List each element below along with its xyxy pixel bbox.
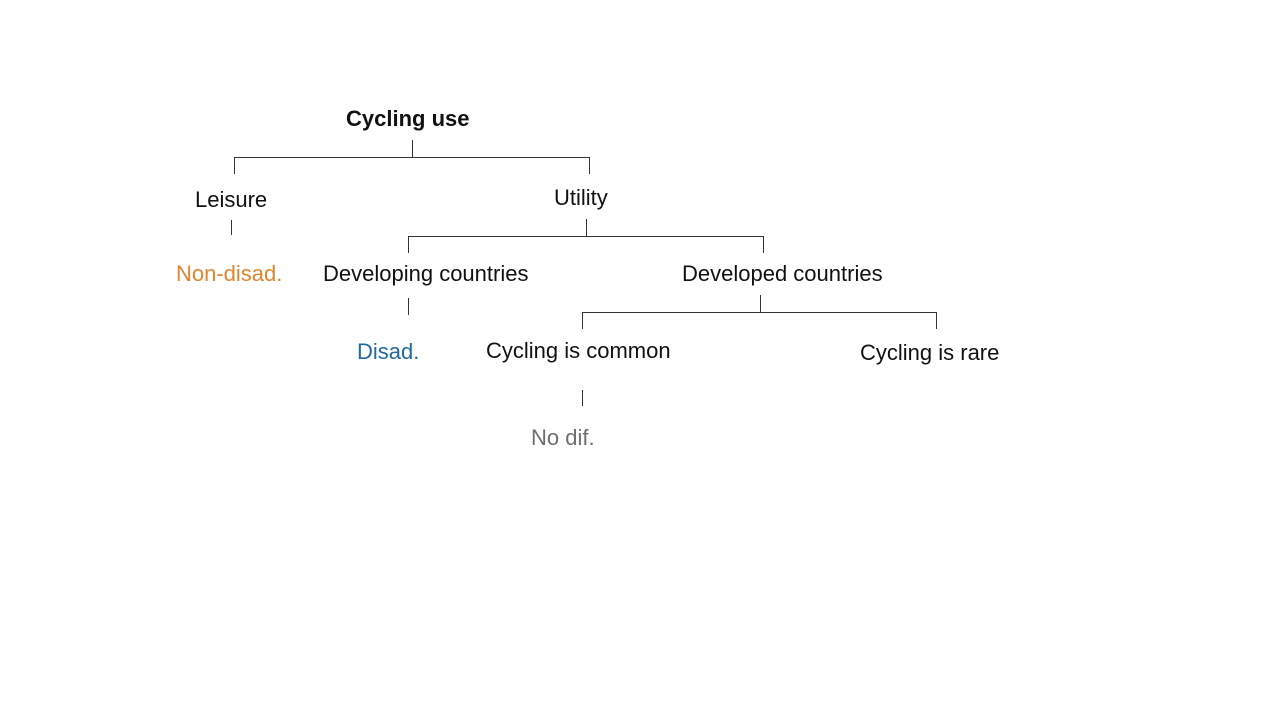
connector-to-cycling-common [582,312,583,329]
connector-developed-stem [760,295,761,312]
connector-to-developed [763,236,764,253]
node-developed-countries: Developed countries [682,261,883,286]
node-cycling-use: Cycling use [346,106,470,131]
node-developing-countries: Developing countries [323,261,529,286]
connector-common-to-no-dif [582,390,583,406]
connector-to-leisure [234,157,235,174]
connector-developed-bar [582,312,937,313]
connector-leisure-to-non-disad [231,220,232,235]
node-utility: Utility [554,185,608,210]
connector-root-bar [234,157,590,158]
node-no-dif: No dif. [531,425,595,450]
node-cycling-is-common: Cycling is common [486,338,671,363]
node-leisure: Leisure [195,187,268,212]
connector-to-utility [589,157,590,174]
node-cycling-is-rare: Cycling is rare [860,340,1000,365]
node-disad: Disad. [357,339,420,364]
connector-utility-stem [586,219,587,236]
connector-root-stem [412,140,413,157]
connector-developing-to-disad [408,298,409,315]
connector-to-cycling-rare [936,312,937,329]
node-non-disad: Non-disad. [176,261,283,286]
connector-utility-bar [408,236,764,237]
connector-to-developing [408,236,409,253]
